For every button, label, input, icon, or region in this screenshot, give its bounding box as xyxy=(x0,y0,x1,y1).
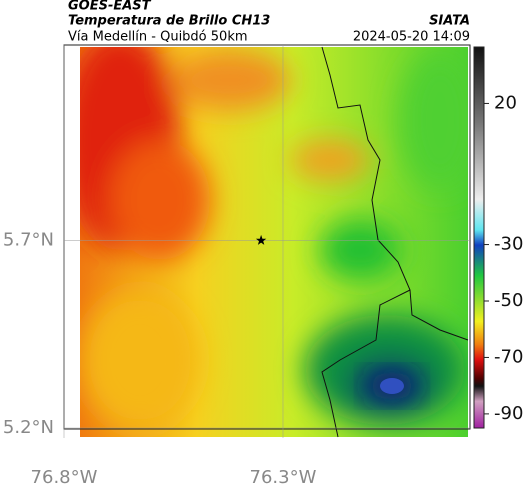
source: SIATA xyxy=(429,14,470,29)
colorbar-tick-label: -30 xyxy=(494,234,523,255)
y-tick-label: 5.2°N xyxy=(3,417,54,438)
colorbar-tick-label: -90 xyxy=(494,403,523,424)
colorbar-tick-label: 20 xyxy=(494,92,517,113)
colorbar-tick-label: -70 xyxy=(494,346,523,367)
x-tick-label: 76.3°W xyxy=(250,467,317,488)
colorbar xyxy=(473,46,485,429)
x-tick-label: 76.8°W xyxy=(31,467,98,488)
colorbar-tick-label: -50 xyxy=(494,290,523,311)
subtitle: Temperatura de Brillo CH13 xyxy=(68,14,270,29)
temperature-field xyxy=(80,47,468,437)
y-tick-label: 5.7°N xyxy=(3,229,54,250)
location-marker xyxy=(255,234,267,245)
border xyxy=(321,46,469,438)
title: GOES-EAST xyxy=(68,0,152,14)
timestamp: 2024-05-20 14:09 xyxy=(353,30,470,45)
caption: Vía Medellín - Quibdó 50km xyxy=(68,30,248,45)
